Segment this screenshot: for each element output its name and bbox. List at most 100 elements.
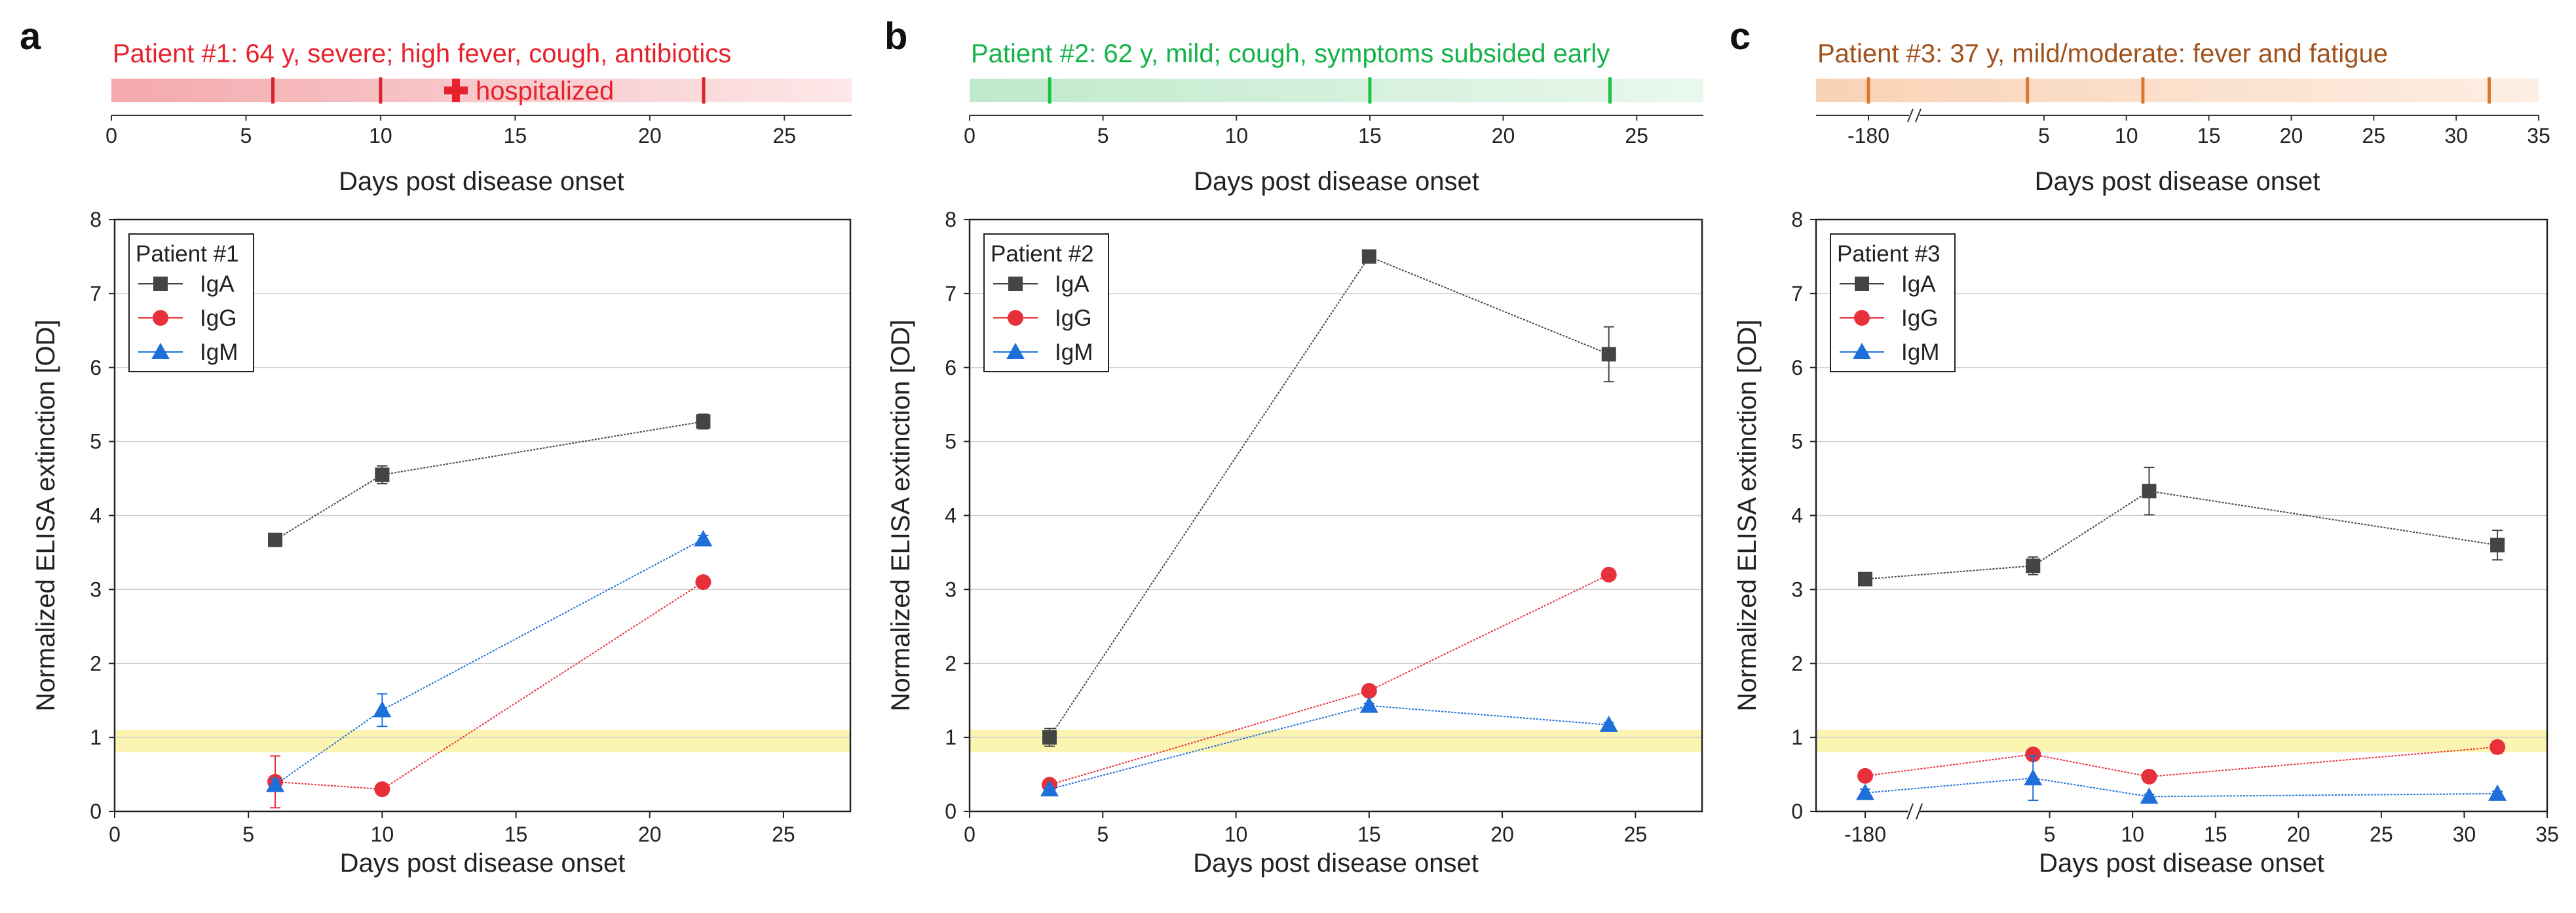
y-axis-label: Normalized ELISA extinction [OD]	[886, 319, 915, 711]
legend-title: Patient #3	[1837, 241, 1941, 267]
x-tick-label: 10	[2121, 823, 2144, 846]
y-tick-label: 4	[1791, 504, 1803, 528]
data-point	[2025, 747, 2041, 763]
data-point	[268, 532, 283, 547]
data-point	[696, 414, 711, 429]
timeline-tick-label: 25	[2362, 124, 2385, 147]
timeline-tick-label: 0	[964, 124, 975, 147]
x-tick-label: 20	[2286, 823, 2310, 846]
series-igm	[1856, 755, 2507, 804]
panel-c: c Patient #3: 37 y, mild/moderate: fever …	[1730, 15, 2559, 878]
series-line	[275, 581, 704, 790]
legend-entry: IgA	[200, 271, 235, 297]
legend: Patient #3 IgA IgG IgM	[1830, 233, 1956, 372]
y-tick-label: 2	[1791, 651, 1803, 675]
panel-a: a Patient #1: 64 y, severe; high fever, c…	[20, 15, 852, 878]
legend-title: Patient #2	[991, 241, 1094, 267]
data-point	[1008, 310, 1023, 326]
x-tick-label: 10	[371, 823, 394, 846]
data-point	[2490, 537, 2505, 553]
timeline-title: Patient #2: 62 y, mild; cough, symptoms …	[971, 39, 1610, 68]
timeline-title: Patient #1: 64 y, severe; high fever, co…	[113, 39, 731, 68]
timeline-tick-label: 25	[772, 124, 796, 147]
axis-break-mark	[1907, 108, 1914, 123]
data-point	[151, 343, 170, 359]
legend: Patient #2 IgA IgG IgM	[983, 233, 1109, 372]
series-line	[1049, 256, 1610, 738]
series-iga	[1858, 467, 2505, 587]
data-point	[2026, 558, 2041, 573]
data-point	[694, 530, 713, 547]
legend: Patient #1 IgA IgG IgM	[128, 233, 254, 372]
y-tick-label: 4	[945, 504, 957, 528]
data-point	[1601, 566, 1617, 583]
x-tick-label: 15	[1357, 823, 1381, 846]
data-point	[1361, 683, 1377, 699]
series-line	[1049, 573, 1610, 786]
y-tick-label: 1	[1791, 726, 1803, 749]
x-tick-label: -180	[1844, 823, 1886, 846]
legend-entry: IgG	[1901, 305, 1938, 331]
timeline-tick-label: 15	[1358, 124, 1382, 147]
data-point	[1042, 730, 1057, 745]
x-axis-label: Days post disease onset	[1193, 849, 1479, 878]
y-tick-label: 6	[1791, 356, 1803, 379]
timeline-tick-label: 5	[2038, 124, 2050, 147]
data-point	[1855, 277, 1869, 291]
x-tick-label: 25	[2370, 823, 2393, 846]
legend-title: Patient #1	[136, 241, 239, 267]
data-point	[2140, 787, 2159, 804]
data-point	[1361, 249, 1376, 264]
x-tick-label: 0	[109, 823, 121, 846]
legend-box	[983, 233, 1109, 372]
x-tick-label: 20	[638, 823, 662, 846]
data-point	[2141, 768, 2157, 785]
threshold-band	[970, 729, 1702, 752]
data-point	[1006, 343, 1025, 359]
axis-break-mark	[1906, 803, 1914, 820]
x-tick-label: 15	[2204, 823, 2227, 846]
legend-entry: IgM	[200, 340, 238, 365]
data-point	[266, 775, 285, 792]
threshold-band	[115, 729, 850, 752]
legend-box	[1830, 233, 1956, 372]
legend-entry: IgM	[1901, 340, 1939, 365]
x-tick-label: 20	[1490, 823, 1514, 846]
legend-box	[128, 233, 254, 372]
y-tick-label: 2	[90, 651, 102, 675]
threshold-band	[1816, 729, 2547, 752]
timeline-tick-label: 0	[105, 124, 117, 147]
series-igm	[1040, 696, 1618, 797]
timeline-tick-label: 5	[240, 124, 252, 147]
y-tick-label: 5	[945, 430, 957, 454]
panel-letter: c	[1730, 15, 1751, 58]
y-tick-label: 6	[90, 356, 102, 379]
data-point	[373, 701, 392, 718]
plot-frame	[113, 218, 852, 813]
legend-entry: IgM	[1055, 340, 1093, 365]
timeline-title: Patient #3: 37 y, mild/moderate: fever a…	[1817, 39, 2388, 68]
legend-entry: IgA	[1901, 271, 1936, 297]
data-point	[2490, 739, 2506, 755]
timeline-bar	[970, 79, 1703, 102]
data-point	[2024, 769, 2043, 786]
y-tick-label: 7	[1791, 282, 1803, 305]
hospitalized-label: hospitalized	[476, 77, 614, 106]
data-point	[1853, 343, 1871, 359]
legend-entry: IgA	[1055, 271, 1089, 297]
timeline-xlabel: Days post disease onset	[339, 167, 624, 196]
data-point	[374, 781, 390, 798]
timeline-tick-label: 25	[1625, 124, 1648, 147]
y-axis-label: Normalized ELISA extinction [OD]	[1733, 319, 1762, 711]
timeline-tick-label: 10	[369, 124, 392, 147]
x-tick-label: 30	[2453, 823, 2476, 846]
data-point	[1601, 347, 1616, 362]
axis-break-mark	[1915, 108, 1922, 123]
series-iga	[268, 413, 711, 547]
series-igg	[267, 574, 711, 809]
data-point	[1008, 277, 1023, 291]
y-tick-label: 0	[90, 800, 102, 823]
plot-frame	[1815, 218, 2548, 813]
timeline-xlabel: Days post disease onset	[1194, 167, 1479, 196]
